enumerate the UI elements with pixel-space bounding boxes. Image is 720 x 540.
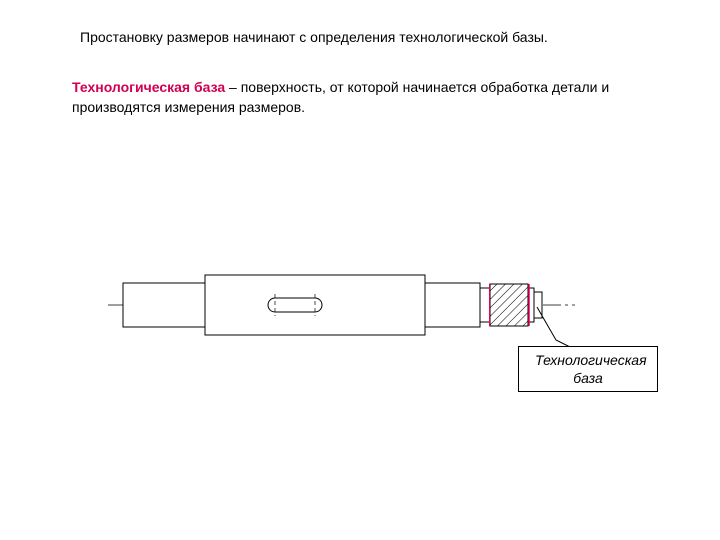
shaft-diagram	[0, 0, 720, 540]
label-line1: Технологическая	[535, 352, 647, 368]
tech-base-label: Технологическая база	[518, 346, 658, 392]
label-line2: база	[573, 370, 603, 386]
